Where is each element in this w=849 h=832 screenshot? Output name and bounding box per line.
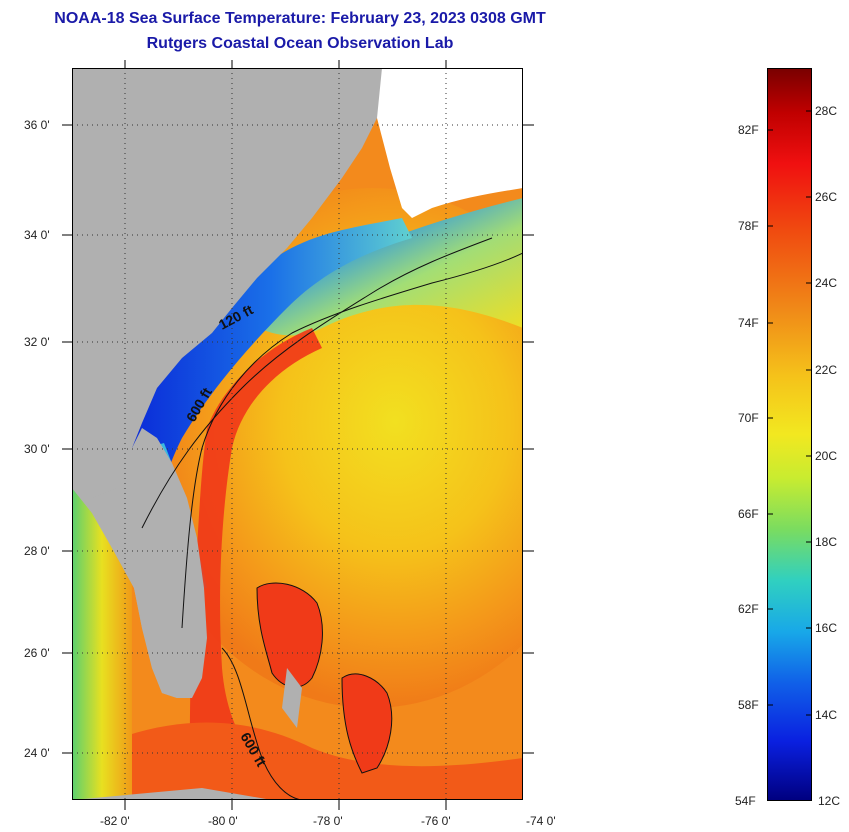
colorbar-f-label: 54F — [735, 794, 756, 808]
colorbar-f-label: 70F — [738, 411, 759, 425]
bahamas-island-3 — [282, 668, 302, 728]
colorbar-f-label: 66F — [738, 507, 759, 521]
colorbar-c-label: 20C — [815, 449, 838, 463]
colorbar-f-label: 62F — [738, 602, 759, 616]
sst-map: 120 ft 600 ft 600 ft — [72, 68, 523, 800]
bahamas-island-2 — [341, 673, 393, 774]
map-subtitle: Rutgers Coastal Ocean Observation Lab — [146, 35, 454, 52]
colorbar-f-label: 78F — [738, 219, 759, 233]
lat-label: 24 0' — [24, 746, 50, 760]
lat-label: 32 0' — [24, 335, 50, 349]
gulf-stream-core — [189, 328, 322, 800]
colorbar-c-label: 22C — [815, 363, 838, 377]
colorbar-f-label: 58F — [738, 698, 759, 712]
contour-120ft — [141, 237, 493, 529]
cloud-cover-northeast — [377, 68, 523, 218]
bahamas-islands — [256, 582, 323, 688]
lon-label: -76 0' — [421, 814, 451, 828]
lon-label: -82 0' — [100, 814, 130, 828]
northern-cold-water — [242, 198, 523, 336]
lon-label: -78 0' — [313, 814, 343, 828]
florida-peninsula — [72, 428, 207, 698]
lat-label: 26 0' — [24, 646, 50, 660]
cuba-coast — [72, 788, 272, 800]
map-ticks — [62, 60, 534, 810]
lat-label: 28 0' — [24, 544, 50, 558]
contour-600ft-south — [221, 647, 303, 800]
colorbar-c-label: 24C — [815, 276, 838, 290]
map-title: NOAA-18 Sea Surface Temperature: Februar… — [54, 10, 546, 27]
map-border — [72, 68, 523, 800]
colorbar-c-label: 28C — [815, 104, 838, 118]
lon-label: -80 0' — [208, 814, 238, 828]
colorbar-f-label: 74F — [738, 316, 759, 330]
lat-label: 36 0' — [24, 118, 50, 132]
temperature-colorbar — [767, 68, 812, 801]
colorbar-c-label: 18C — [815, 535, 838, 549]
colorbar-c-label: 26C — [815, 190, 838, 204]
colorbar-c-label: 16C — [815, 621, 838, 635]
lat-label: 30 0' — [24, 442, 50, 456]
grid-lines — [72, 68, 523, 800]
colorbar-f-label: 82F — [738, 123, 759, 137]
colorbar-c-label: 14C — [815, 708, 838, 722]
lat-label: 34 0' — [24, 228, 50, 242]
southern-warm-water — [72, 722, 523, 800]
lon-label: -74 0' — [526, 814, 556, 828]
colorbar-ticks — [767, 110, 812, 716]
contour-600ft — [181, 252, 523, 629]
colorbar-c-label: 12C — [818, 794, 841, 808]
